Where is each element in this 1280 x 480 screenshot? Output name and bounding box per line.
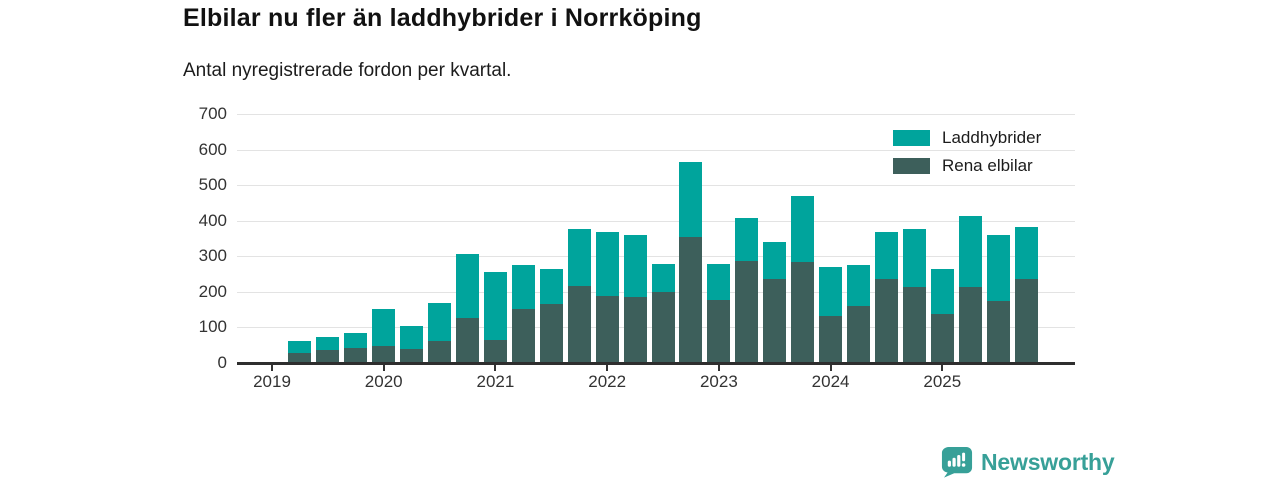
bar-segment-laddhybrider xyxy=(1014,226,1038,280)
x-axis-tick xyxy=(382,365,385,371)
bar-segment-laddhybrider xyxy=(456,254,479,319)
y-axis-tick-label: 200 xyxy=(198,281,227,301)
page-title: Elbilar nu fler än laddhybrider i Norrkö… xyxy=(183,4,702,32)
legend-label: Laddhybrider xyxy=(942,127,1042,147)
plot-area: 0 100 200 300 400 500 600 700 xyxy=(199,105,1075,372)
bar-segment-rena-elbilar xyxy=(428,341,452,363)
bar-segment-laddhybrider xyxy=(651,264,675,293)
legend-item-rena-elbilar: Rena elbilar xyxy=(893,155,1041,175)
legend-item-laddhybrider: Laddhybrider xyxy=(893,127,1042,147)
bar-segment-laddhybrider xyxy=(428,303,452,342)
bar-segment-laddhybrider xyxy=(372,308,396,346)
x-axis-tick xyxy=(271,365,273,371)
bar-segment-rena-elbilar xyxy=(288,353,312,363)
x-axis-year-label: 2021 xyxy=(476,372,515,391)
bar-segment-laddhybrider xyxy=(930,269,954,314)
bar-segment-rena-elbilar xyxy=(986,301,1010,363)
y-axis-tick-label: 400 xyxy=(198,210,227,230)
gridline xyxy=(237,220,1075,222)
y-axis-tick-label: 700 xyxy=(198,104,227,123)
bar-segment-rena-elbilar xyxy=(819,315,843,363)
bar-segment-laddhybrider xyxy=(623,234,647,297)
bar-segment-rena-elbilar xyxy=(539,303,563,363)
bar-segment-rena-elbilar xyxy=(344,348,368,363)
chart-subtitle: Antal nyregistrerade fordon per kvartal. xyxy=(183,60,512,81)
bar-segment-rena-elbilar xyxy=(651,292,675,363)
legend-label: Rena elbilar xyxy=(942,155,1033,175)
bar-segment-rena-elbilar xyxy=(567,286,591,363)
x-axis-year-label: 2022 xyxy=(588,372,627,391)
x-axis-tick xyxy=(941,365,944,371)
bar-segment-rena-elbilar xyxy=(511,308,535,363)
legend-swatch-laddhybrider xyxy=(893,129,930,146)
bar-segment-laddhybrider xyxy=(595,232,619,297)
x-axis-year-label: 2023 xyxy=(699,372,738,391)
x-axis-tick xyxy=(829,365,832,371)
bar-segment-rena-elbilar xyxy=(316,349,340,363)
bar-segment-laddhybrider xyxy=(344,333,368,349)
y-axis-tick-label: 100 xyxy=(198,317,227,337)
bar-segment-rena-elbilar xyxy=(958,286,982,363)
bar-segment-rena-elbilar xyxy=(372,345,396,363)
bar-segment-rena-elbilar xyxy=(456,318,479,363)
bar-segment-rena-elbilar xyxy=(679,237,703,363)
bar-segment-laddhybrider xyxy=(958,215,982,287)
x-axis-line xyxy=(237,362,1075,365)
newsworthy-logo-icon xyxy=(941,446,973,478)
x-axis-year-label: 2024 xyxy=(811,372,850,391)
bar-segment-rena-elbilar xyxy=(930,313,954,363)
bar-segment-rena-elbilar xyxy=(902,286,926,363)
newsworthy-brand-name: Newsworthy xyxy=(981,448,1115,475)
bar-segment-rena-elbilar xyxy=(595,296,619,363)
bar-segment-laddhybrider xyxy=(819,266,843,316)
bar-segment-rena-elbilar xyxy=(1014,279,1038,363)
bar-segment-laddhybrider xyxy=(511,265,535,309)
gridline xyxy=(237,149,1075,151)
y-axis-tick-label: 0 xyxy=(217,353,227,372)
legend-swatch-rena-elbilar xyxy=(893,157,930,174)
bar-segment-laddhybrider xyxy=(707,264,731,301)
bar-segment-laddhybrider xyxy=(847,264,871,307)
y-axis-tick-label: 600 xyxy=(198,139,227,159)
bar-segment-rena-elbilar xyxy=(847,306,871,363)
y-axis-tick-label: 300 xyxy=(198,246,227,266)
bar-segment-rena-elbilar xyxy=(483,339,507,363)
x-axis-tick xyxy=(494,365,497,371)
bar-segment-laddhybrider xyxy=(567,228,591,287)
bar-segment-laddhybrider xyxy=(986,235,1010,302)
gridline xyxy=(237,114,1075,115)
gridline xyxy=(237,185,1075,187)
x-axis-year-label: 2019 xyxy=(253,372,291,391)
x-axis-year-label: 2025 xyxy=(923,372,962,391)
y-axis-tick-label: 500 xyxy=(198,175,227,195)
newsworthy-brand-link[interactable]: Newsworthy xyxy=(941,446,1115,478)
bar-segment-laddhybrider xyxy=(763,241,787,279)
bar-segment-laddhybrider xyxy=(735,218,759,261)
bar-segment-laddhybrider xyxy=(483,271,507,340)
x-axis-tick xyxy=(606,365,609,371)
chart-legend: Laddhybrider Rena elbilar xyxy=(893,127,1042,185)
bar-segment-rena-elbilar xyxy=(735,260,759,363)
bar-segment-laddhybrider xyxy=(288,341,312,354)
x-axis-year-label: 2020 xyxy=(364,372,403,391)
bar-segment-laddhybrider xyxy=(400,326,424,350)
bar-segment-laddhybrider xyxy=(874,232,898,280)
bar-segment-rena-elbilar xyxy=(623,296,647,363)
bar-segment-rena-elbilar xyxy=(791,261,815,363)
bar-segment-laddhybrider xyxy=(316,337,340,350)
bar-segment-rena-elbilar xyxy=(763,278,787,363)
bar-segment-laddhybrider xyxy=(902,229,926,287)
bar-segment-rena-elbilar xyxy=(874,279,898,363)
bar-segment-rena-elbilar xyxy=(707,300,731,363)
bar-segment-laddhybrider xyxy=(679,162,703,238)
x-axis-tick xyxy=(717,365,720,371)
bar-segment-laddhybrider xyxy=(791,195,815,262)
gridline xyxy=(237,256,1075,258)
bar-segment-rena-elbilar xyxy=(400,349,424,363)
bar-segment-laddhybrider xyxy=(539,268,563,304)
